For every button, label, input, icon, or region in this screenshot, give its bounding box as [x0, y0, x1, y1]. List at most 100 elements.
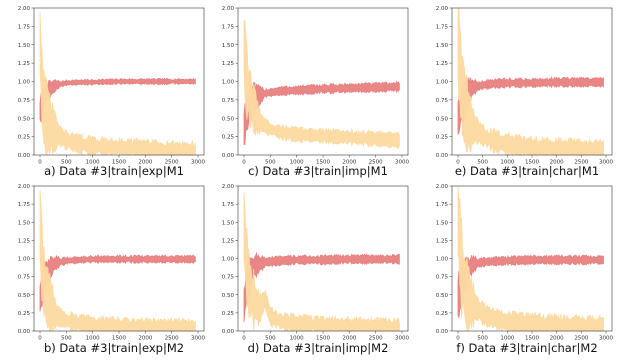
- y-tick-label: 0.00: [436, 329, 449, 335]
- y-tick-label: 1.25: [436, 61, 449, 67]
- x-tick-label: 1500: [316, 160, 330, 166]
- x-tick-label: 1000: [500, 160, 514, 166]
- y-tick-label: 0.25: [436, 135, 449, 141]
- x-tick-label: 500: [477, 336, 488, 342]
- x-tick-label: 1500: [525, 336, 539, 342]
- x-tick-label: 1000: [86, 336, 100, 342]
- y-tick-label: 1.00: [436, 257, 449, 263]
- x-tick-label: 500: [61, 336, 72, 342]
- y-tick-label: 1.75: [222, 24, 235, 30]
- series-band-1: [243, 80, 400, 145]
- y-tick-label: 1.00: [18, 257, 31, 263]
- x-tick-label: 2500: [574, 160, 588, 166]
- x-tick-label: 1500: [112, 336, 126, 342]
- y-tick-label: 2.00: [18, 6, 31, 12]
- x-tick-label: 500: [265, 160, 276, 166]
- x-tick-label: 3000: [191, 160, 205, 166]
- series-band-2: [243, 19, 400, 149]
- y-tick-label: 1.00: [436, 80, 449, 86]
- panel-caption: f) Data #3|train|char|M2: [456, 341, 597, 355]
- y-tick-label: 0.75: [222, 275, 235, 281]
- y-tick-label: 1.75: [222, 202, 235, 208]
- x-tick-label: 3000: [395, 336, 409, 342]
- series-band-1: [39, 77, 196, 124]
- y-tick-label: 1.25: [436, 238, 449, 244]
- panel-caption: e) Data #3|train|char|M1: [455, 164, 599, 178]
- x-tick-label: 1000: [86, 160, 100, 166]
- y-tick-label: 2.00: [436, 184, 449, 190]
- y-tick-label: 2.00: [222, 184, 235, 190]
- x-tick-label: 1000: [290, 336, 304, 342]
- chart-panel-4: 0.00 0.25 0.50 0.75 1.00 1.25 1.50 1.75 2.00 0 500…: [18, 184, 206, 355]
- y-tick-label: 0.25: [18, 311, 31, 317]
- x-tick-label: 0: [242, 336, 246, 342]
- y-tick-label: 0.75: [436, 98, 449, 104]
- series-band-1: [457, 75, 604, 136]
- y-tick-label: 1.25: [222, 61, 235, 67]
- y-tick-label: 0.00: [436, 153, 449, 159]
- x-tick-label: 2500: [165, 336, 179, 342]
- chart-panel-5: 0.00 0.25 0.50 0.75 1.00 1.25 1.50 1.75 2.00 0 500…: [222, 184, 410, 355]
- y-tick-label: 0.25: [222, 135, 235, 141]
- x-tick-label: 0: [456, 336, 460, 342]
- y-tick-label: 0.50: [18, 116, 31, 122]
- x-tick-label: 2000: [138, 160, 152, 166]
- x-tick-label: 3000: [395, 160, 409, 166]
- y-tick-label: 0.00: [18, 329, 31, 335]
- x-tick-label: 2000: [550, 336, 564, 342]
- y-tick-label: 2.00: [222, 6, 235, 12]
- x-tick-label: 3000: [599, 160, 613, 166]
- series-band-1: [39, 254, 196, 312]
- chart-panel-1: 0.00 0.25 0.50 0.75 1.00 1.25 1.50 1.75 2.00 0 500…: [18, 6, 206, 178]
- y-tick-label: 0.50: [222, 293, 235, 299]
- chart-panel-3: 0.00 0.25 0.50 0.75 1.00 1.25 1.50 1.75 2.00 0 500…: [436, 6, 614, 178]
- y-tick-label: 0.50: [18, 293, 31, 299]
- series-band-1: [457, 254, 604, 320]
- panel-caption: d) Data #3|train|imp|M2: [248, 341, 389, 355]
- x-tick-label: 2000: [342, 160, 356, 166]
- x-tick-label: 1000: [500, 336, 514, 342]
- x-tick-label: 1000: [290, 160, 304, 166]
- x-tick-label: 2500: [165, 160, 179, 166]
- y-tick-label: 1.75: [18, 202, 31, 208]
- x-tick-label: 0: [38, 160, 42, 166]
- x-tick-label: 2000: [550, 160, 564, 166]
- y-tick-label: 0.50: [436, 116, 449, 122]
- chart-panel-6: 0.00 0.25 0.50 0.75 1.00 1.25 1.50 1.75 2.00 0 500…: [436, 184, 614, 355]
- x-tick-label: 500: [477, 160, 488, 166]
- y-tick-label: 0.25: [222, 311, 235, 317]
- x-tick-label: 1500: [316, 336, 330, 342]
- x-tick-label: 0: [242, 160, 246, 166]
- y-tick-label: 1.00: [222, 257, 235, 263]
- y-tick-label: 0.50: [222, 116, 235, 122]
- y-tick-label: 1.50: [222, 220, 235, 226]
- y-tick-label: 1.50: [18, 220, 31, 226]
- y-tick-label: 1.50: [222, 43, 235, 49]
- y-tick-label: 0.75: [18, 275, 31, 281]
- y-tick-label: 0.00: [222, 153, 235, 159]
- x-tick-label: 500: [61, 160, 72, 166]
- x-tick-label: 2000: [342, 336, 356, 342]
- y-tick-label: 0.75: [222, 98, 235, 104]
- y-tick-label: 0.25: [18, 135, 31, 141]
- y-tick-label: 1.25: [18, 61, 31, 67]
- panel-caption: c) Data #3|train|imp|M1: [248, 164, 388, 178]
- x-tick-label: 500: [265, 336, 276, 342]
- x-tick-label: 1500: [525, 160, 539, 166]
- chart-panel-2: 0.00 0.25 0.50 0.75 1.00 1.25 1.50 1.75 2.00 0 500…: [222, 6, 410, 178]
- y-tick-label: 1.00: [18, 80, 31, 86]
- x-tick-label: 2500: [369, 336, 383, 342]
- y-tick-label: 2.00: [18, 184, 31, 190]
- y-tick-label: 1.75: [436, 202, 449, 208]
- y-tick-label: 0.00: [222, 329, 235, 335]
- panel-caption: b) Data #3|train|exp|M2: [44, 341, 184, 355]
- y-tick-label: 1.00: [222, 80, 235, 86]
- y-tick-label: 1.75: [18, 24, 31, 30]
- y-tick-label: 0.50: [436, 293, 449, 299]
- y-tick-label: 0.75: [18, 98, 31, 104]
- y-tick-label: 1.75: [436, 24, 449, 30]
- y-tick-label: 0.00: [18, 153, 31, 159]
- x-tick-label: 1500: [112, 160, 126, 166]
- x-tick-label: 2000: [138, 336, 152, 342]
